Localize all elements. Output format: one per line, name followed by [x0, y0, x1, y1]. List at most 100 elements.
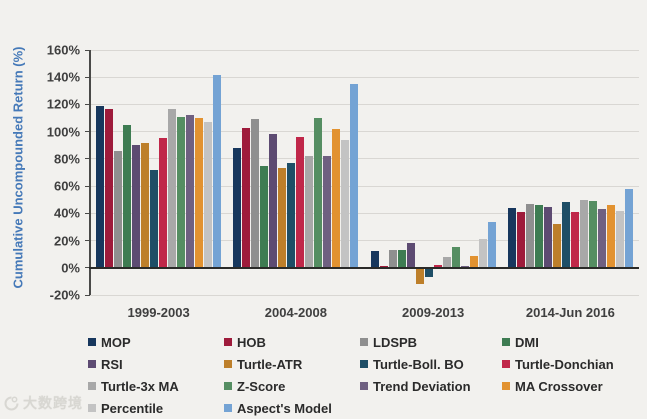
bar-z-score — [588, 201, 597, 268]
bar-turtle-atr — [278, 168, 287, 268]
legend-label: HOB — [237, 334, 266, 350]
bar-turtle-donchian — [296, 137, 305, 268]
x-category-label: 1999-2003 — [127, 305, 190, 320]
bar-aspect-s-model — [350, 84, 359, 268]
legend-label: DMI — [515, 334, 539, 350]
legend-item-z-score: Z-Score — [224, 379, 360, 394]
legend-item-rsi: RSI — [88, 357, 224, 372]
legend-swatch-icon — [224, 404, 232, 412]
bar-z-score — [314, 118, 323, 268]
gridline — [90, 240, 639, 242]
x-category-label: 2004-2008 — [264, 305, 327, 320]
legend-item-dmi: DMI — [502, 335, 647, 350]
bar-rsi — [269, 134, 278, 268]
bar-ldspb — [251, 119, 260, 268]
bar-ma-crossover — [195, 118, 204, 268]
gridline — [90, 103, 639, 105]
bar-rsi — [543, 206, 552, 268]
legend-item-mop: MOP — [88, 335, 224, 350]
bar-rsi — [132, 145, 141, 268]
bar-turtle-atr — [415, 267, 424, 285]
bar-turtle-boll-bo — [424, 267, 433, 278]
bar-turtle-boll-bo — [287, 162, 296, 268]
bar-ldspb — [525, 203, 534, 268]
legend-swatch-icon — [88, 382, 96, 390]
legend-label: LDSPB — [373, 334, 418, 350]
bar-turtle-3x-ma — [579, 199, 588, 268]
legend-item-trend-deviation: Trend Deviation — [360, 379, 502, 394]
bar-turtle-boll-bo — [150, 169, 159, 268]
bar-turtle-donchian — [433, 265, 442, 268]
legend-item-turtle-atr: Turtle-ATR — [224, 357, 360, 372]
axis-tick-mark — [85, 76, 90, 78]
bar-aspect-s-model — [487, 221, 496, 268]
legend-swatch-icon — [360, 382, 368, 390]
y-tick-label: 40% — [53, 205, 80, 221]
legend-swatch-icon — [360, 360, 368, 368]
legend-label: Percentile — [101, 400, 164, 416]
bar-dmi — [123, 124, 132, 268]
bar-percentile — [478, 239, 487, 268]
bar-turtle-atr — [552, 224, 561, 268]
legend-label: Turtle-ATR — [237, 356, 303, 372]
axis-tick-mark — [85, 240, 90, 242]
axis-tick-mark — [85, 212, 90, 214]
axis-tick-mark — [85, 103, 90, 105]
legend-label: Trend Deviation — [373, 378, 471, 394]
legend-swatch-icon — [360, 338, 368, 346]
legend-label: Aspect's Model — [237, 400, 332, 416]
axis-tick-mark — [85, 131, 90, 133]
watermark-text: 大数跨境 — [23, 395, 83, 411]
legend-swatch-icon — [88, 360, 96, 368]
axis-tick-mark — [85, 267, 90, 269]
bar-ma-crossover — [469, 255, 478, 268]
bar-mop — [96, 105, 105, 268]
gridline — [90, 49, 639, 51]
bar-hob — [105, 108, 114, 268]
bar-ma-crossover — [606, 205, 615, 268]
legend-swatch-icon — [502, 338, 510, 346]
legend-label: RSI — [101, 356, 123, 372]
x-axis-zero-line — [89, 266, 639, 269]
x-category-label: 2014-Jun 2016 — [525, 305, 615, 320]
y-tick-label: 0% — [61, 260, 80, 276]
legend-label: MOP — [101, 334, 131, 350]
bar-hob — [516, 211, 525, 268]
gridline — [90, 185, 639, 187]
swirl-logo-icon — [4, 396, 19, 410]
legend-label: Turtle-Donchian — [515, 356, 614, 372]
legend-item-aspect-s-model: Aspect's Model — [224, 401, 360, 416]
bar-percentile — [341, 139, 350, 268]
bar-turtle-3x-ma — [168, 108, 177, 268]
bar-mop — [507, 207, 516, 268]
bar-mop — [233, 148, 242, 268]
bar-turtle-3x-ma — [442, 256, 451, 268]
legend-item-ma-crossover: MA Crossover — [502, 379, 647, 394]
watermark: 大数跨境 — [3, 393, 83, 413]
y-tick-label: 160% — [46, 42, 80, 58]
legend-swatch-icon — [224, 338, 232, 346]
gridline — [90, 131, 639, 133]
y-tick-label: 140% — [46, 69, 80, 85]
legend: MOP HOB LDSPB DMI RSI Turtle-ATR Turtle-Boll. … — [88, 331, 647, 419]
gridline — [90, 294, 639, 296]
y-tick-label: 20% — [53, 233, 80, 249]
y-tick-label: 100% — [46, 124, 80, 140]
bar-turtle-atr — [141, 142, 150, 268]
bar-ldspb — [388, 250, 397, 268]
legend-swatch-icon — [224, 382, 232, 390]
bar-dmi — [534, 205, 543, 268]
bar-turtle-donchian — [570, 211, 579, 268]
axis-tick-mark — [85, 294, 90, 296]
bar-trend-deviation — [597, 209, 606, 268]
legend-item-hob: HOB — [224, 335, 360, 350]
bar-mop — [370, 251, 379, 268]
legend-label: Turtle-3x MA — [101, 378, 179, 394]
legend-swatch-icon — [502, 360, 510, 368]
bar-turtle-3x-ma — [305, 156, 314, 268]
bar-aspect-s-model — [213, 74, 222, 268]
y-tick-label: 120% — [46, 96, 80, 112]
legend-swatch-icon — [88, 404, 96, 412]
